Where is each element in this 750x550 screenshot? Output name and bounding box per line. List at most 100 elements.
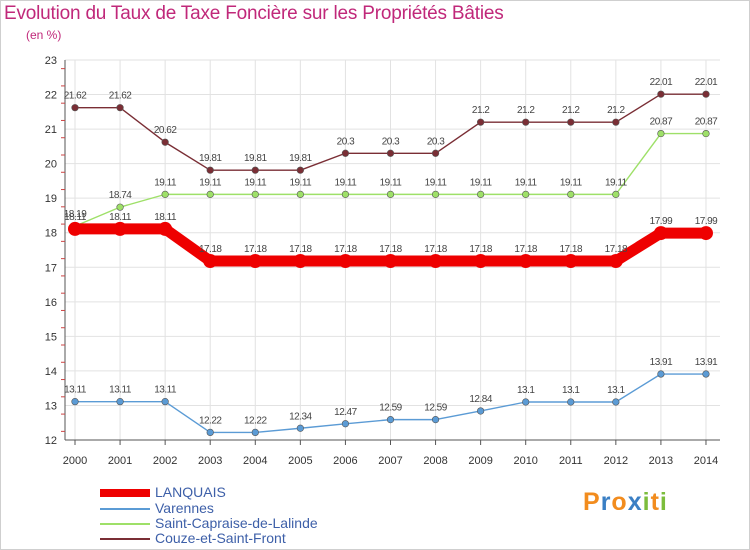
data-point xyxy=(296,166,304,174)
data-label: 12.59 xyxy=(424,403,447,414)
data-point xyxy=(612,190,620,198)
line-chart: 12 13 14 15 16 17 18 19 20 21 22 23 2000 2001 2002 2003… xyxy=(45,55,720,467)
data-label: 13.1 xyxy=(607,385,625,396)
data-label: 17.18 xyxy=(199,244,222,255)
legend-label-couze: Couze-et-Saint-Front xyxy=(155,530,286,546)
x-tick-label: 2000 xyxy=(63,455,87,467)
legend-item-couze: Couze-et-Saint-Front xyxy=(100,530,400,547)
data-point xyxy=(68,221,82,236)
data-label: 22.01 xyxy=(695,77,718,88)
data-point xyxy=(563,254,578,269)
data-point xyxy=(477,190,485,198)
x-tick-label: 2004 xyxy=(243,455,267,467)
data-point xyxy=(386,190,395,198)
data-label: 19.11 xyxy=(199,177,222,188)
data-label: 20.3 xyxy=(382,136,400,147)
data-label: 13.11 xyxy=(64,385,87,396)
data-point xyxy=(386,149,395,157)
data-label: 21.62 xyxy=(109,91,132,102)
data-label: 17.18 xyxy=(605,244,628,255)
legend-label-varennes: Varennes xyxy=(155,500,214,516)
logo-letter: t xyxy=(650,488,660,516)
y-tick-label: 14 xyxy=(45,366,57,378)
data-label: 18.11 xyxy=(64,212,87,223)
data-point xyxy=(116,104,124,112)
data-label: 19.11 xyxy=(515,177,538,188)
data-point xyxy=(702,129,710,138)
y-tick-label: 13 xyxy=(45,400,57,412)
y-tick-label: 18 xyxy=(45,228,57,240)
data-label: 13.11 xyxy=(109,385,132,396)
data-point xyxy=(206,190,214,198)
data-point xyxy=(251,190,259,198)
x-tick-label: 2014 xyxy=(694,455,718,467)
data-label: 19.11 xyxy=(335,177,358,188)
data-label: 21.2 xyxy=(472,105,490,116)
data-point xyxy=(161,138,169,146)
y-tick-label: 16 xyxy=(45,297,57,309)
x-tick-label: 2013 xyxy=(649,455,673,467)
data-point xyxy=(383,254,398,269)
y-tick-label: 12 xyxy=(45,435,57,447)
data-point xyxy=(158,221,173,236)
data-label: 17.18 xyxy=(334,244,357,255)
data-point xyxy=(116,398,124,406)
logo-letter: x xyxy=(627,488,643,516)
data-point xyxy=(161,398,169,406)
y-tick-label: 22 xyxy=(45,90,57,102)
data-point xyxy=(702,370,710,378)
data-point xyxy=(522,398,530,406)
data-point xyxy=(477,118,485,126)
data-point xyxy=(428,254,443,269)
data-point xyxy=(657,370,665,378)
proxiti-logo: Proxiti xyxy=(583,488,668,517)
data-point xyxy=(116,203,124,211)
legend-swatch-lanquais xyxy=(100,489,150,497)
x-tick-label: 2001 xyxy=(108,455,132,467)
data-label: 17.18 xyxy=(244,244,267,255)
x-tick-label: 2011 xyxy=(559,455,583,467)
data-point xyxy=(657,129,665,138)
legend-swatch-varennes xyxy=(100,508,150,510)
data-point xyxy=(431,149,440,157)
data-label: 19.11 xyxy=(470,177,493,188)
data-point xyxy=(293,254,308,269)
data-point xyxy=(206,166,214,174)
data-label: 19.11 xyxy=(380,177,403,188)
data-point xyxy=(338,254,353,269)
data-point xyxy=(567,190,575,198)
x-tick-label: 2003 xyxy=(198,455,222,467)
data-label: 12.59 xyxy=(379,403,402,414)
logo-letter: P xyxy=(583,488,601,516)
label-layer: 18.11 18.11 18.11 17.18 17.18 17.18 17.18 17.18… xyxy=(64,77,719,426)
data-point xyxy=(567,398,575,406)
data-point xyxy=(251,166,259,174)
data-label: 17.18 xyxy=(379,244,402,255)
data-label: 22.01 xyxy=(650,77,673,88)
data-label: 19.81 xyxy=(244,153,267,164)
legend-label-saint-capraise: Saint-Capraise-de-Lalinde xyxy=(155,515,318,531)
data-point xyxy=(203,254,218,269)
y-tick-label: 19 xyxy=(45,193,57,205)
data-point xyxy=(522,190,530,198)
data-point xyxy=(431,416,440,424)
data-point xyxy=(71,104,79,112)
data-label: 12.84 xyxy=(469,394,492,405)
legend-swatch-couze xyxy=(100,538,150,540)
data-label: 19.11 xyxy=(560,177,583,188)
data-point xyxy=(522,118,530,126)
data-point xyxy=(341,149,350,157)
y-tick-label: 15 xyxy=(45,331,57,343)
data-point xyxy=(71,398,79,406)
data-label: 17.99 xyxy=(695,216,718,227)
data-point xyxy=(518,254,533,269)
logo-letter: i xyxy=(642,488,651,516)
data-point xyxy=(477,407,485,415)
x-tick-label: 2012 xyxy=(604,455,628,467)
data-label: 18.19 xyxy=(64,209,87,220)
data-point xyxy=(567,118,575,126)
data-label: 20.87 xyxy=(650,117,673,128)
data-point xyxy=(612,398,620,406)
y-tick-label: 23 xyxy=(45,55,57,67)
